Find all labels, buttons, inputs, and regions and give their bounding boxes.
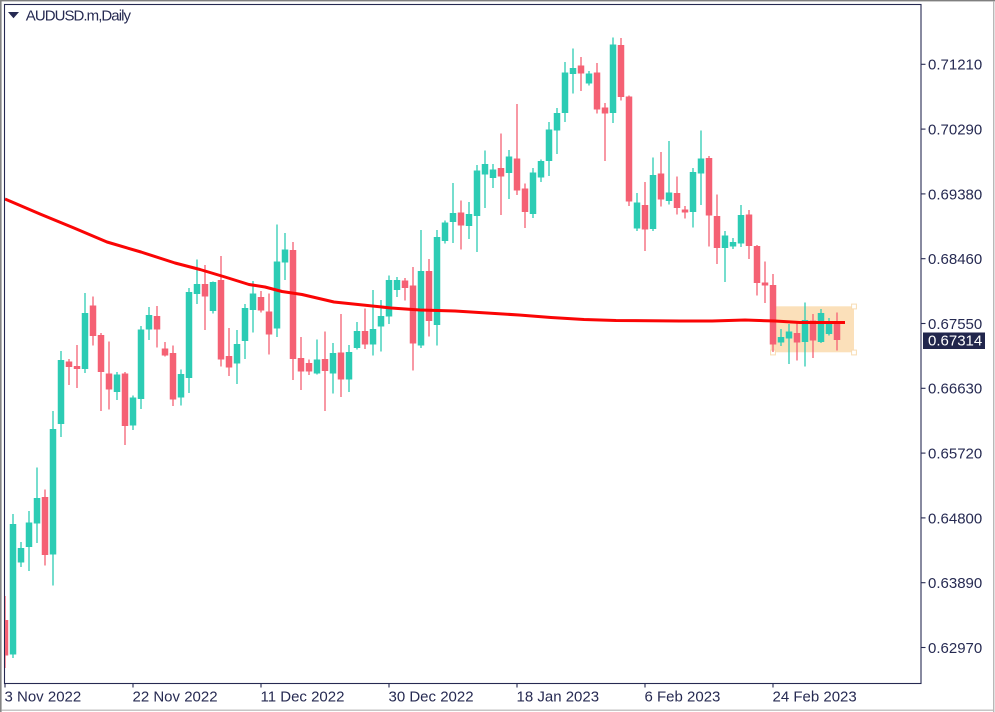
svg-text:0.62970: 0.62970 xyxy=(928,640,982,657)
svg-text:0.71210: 0.71210 xyxy=(928,57,982,74)
svg-text:0.63890: 0.63890 xyxy=(928,575,982,592)
svg-text:0.65720: 0.65720 xyxy=(928,446,982,463)
svg-text:0.67550: 0.67550 xyxy=(928,316,982,333)
svg-text:0.70290: 0.70290 xyxy=(928,122,982,139)
svg-text:3 Nov 2022: 3 Nov 2022 xyxy=(5,689,82,706)
svg-text:24 Feb 2023: 24 Feb 2023 xyxy=(773,689,857,706)
svg-text:6 Feb 2023: 6 Feb 2023 xyxy=(645,689,721,706)
svg-text:0.64800: 0.64800 xyxy=(928,510,982,527)
svg-text:22 Nov 2022: 22 Nov 2022 xyxy=(133,689,218,706)
svg-text:0.68460: 0.68460 xyxy=(928,251,982,268)
svg-text:AUDUSD.m,Daily: AUDUSD.m,Daily xyxy=(26,8,132,25)
svg-text:0.69380: 0.69380 xyxy=(928,186,982,203)
svg-text:11 Dec 2022: 11 Dec 2022 xyxy=(261,689,345,706)
svg-text:18 Jan 2023: 18 Jan 2023 xyxy=(517,689,600,706)
svg-text:30 Dec 2022: 30 Dec 2022 xyxy=(389,689,474,706)
svg-text:0.67314: 0.67314 xyxy=(928,333,982,350)
svg-text:0.66630: 0.66630 xyxy=(928,381,982,398)
